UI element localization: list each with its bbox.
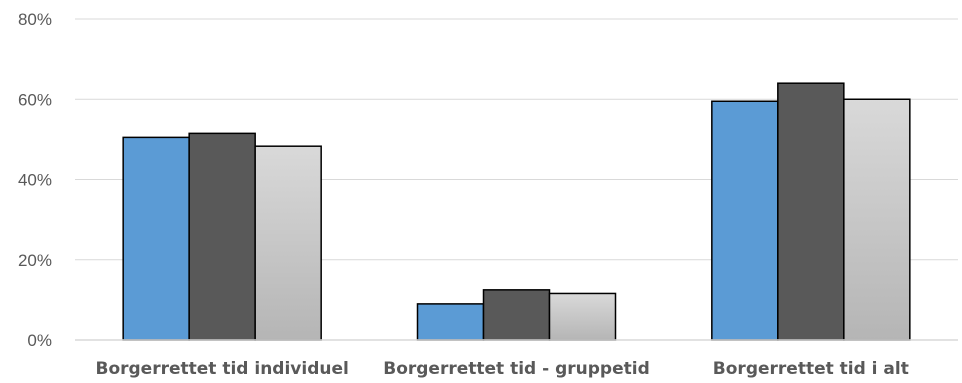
bar-series-2-category-3 <box>777 82 845 341</box>
bar-series-1-category-2 <box>416 303 485 341</box>
bars <box>122 82 911 341</box>
x-category-label: Borgerrettet tid i alt <box>713 359 909 379</box>
y-tick-label: 80% <box>18 10 52 29</box>
y-tick-label: 40% <box>18 171 52 190</box>
bar-series-1-category-3 <box>711 100 779 341</box>
x-axis-category-labels: Borgerrettet tid individuel Borgerrettet … <box>95 359 908 379</box>
bar-series-2-category-2 <box>482 289 551 341</box>
bar-series-3-category-3 <box>843 98 911 341</box>
y-tick-label: 0% <box>27 331 52 350</box>
x-category-label: Borgerrettet tid individuel <box>95 359 348 379</box>
y-tick-label: 60% <box>18 90 52 109</box>
bar-series-1-category-1 <box>122 136 190 341</box>
x-category-label: Borgerrettet tid - gruppetid <box>383 359 650 379</box>
bar-series-3-category-1 <box>254 145 322 341</box>
y-axis-tick-labels: 0% 20% 40% 60% 80% <box>18 10 52 350</box>
y-tick-label: 20% <box>18 251 52 270</box>
bar-series-2-category-1 <box>188 132 256 341</box>
bar-series-3-category-2 <box>548 292 617 341</box>
